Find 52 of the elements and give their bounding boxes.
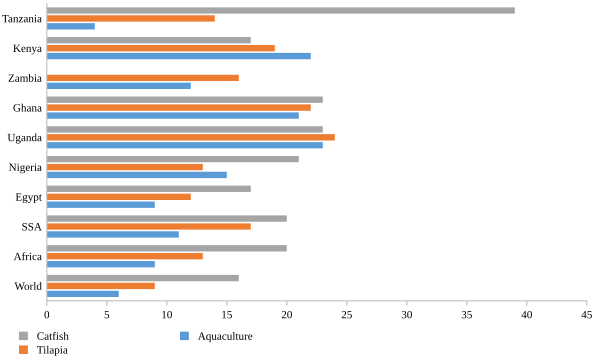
legend-label: Tilapia [36,346,68,356]
x-tick-label: 35 [462,310,472,318]
bar [46,44,275,52]
bar [46,37,251,44]
x-tick-label: 45 [581,310,592,318]
bar [46,156,299,162]
bar [46,202,155,208]
bar [46,74,239,82]
y-tick-label: Kenya [13,44,42,54]
y-tick-label: Egypt [16,193,42,204]
bar [46,112,299,119]
bar [46,253,203,260]
y-tick-label: Uganda [8,133,42,144]
x-tick-label: 40 [521,310,532,318]
bar [46,260,155,268]
x-tick-label: 15 [222,310,232,318]
legend-label: Catfish [37,332,69,340]
bar [46,194,191,200]
bar [46,245,287,252]
bar [46,82,191,89]
bar [46,96,323,103]
x-tick-label: 20 [282,310,292,318]
y-tick-label: Africa [14,252,42,260]
bar [46,186,251,192]
bar [46,164,203,170]
bar [46,134,335,140]
y-tick-label: Zambia [8,74,42,82]
x-tick-label: 25 [342,310,352,318]
bar [46,290,119,298]
bar [46,142,323,148]
y-tick-label: Ghana [13,104,42,112]
y-tick-label: Tanzania [2,14,42,22]
bar [46,126,323,133]
y-tick-label: Nigeria [8,164,42,174]
bar [46,52,311,60]
bar [46,104,311,111]
bar [46,15,215,22]
x-tick-label: 5 [104,310,110,318]
x-tick-label: 30 [402,310,412,318]
x-tick-label: 10 [162,310,172,318]
bar [46,23,95,30]
bar [46,215,287,222]
y-tick-label: World [14,282,42,290]
y-tick-label: SSA [22,223,42,230]
bar [46,282,155,290]
bar [46,7,515,14]
bar [46,274,239,282]
x-tick-label: 0 [44,310,50,318]
bar [46,231,179,238]
legend-label: Aquaculture [198,332,252,342]
bar [46,223,251,230]
bar [46,172,227,178]
